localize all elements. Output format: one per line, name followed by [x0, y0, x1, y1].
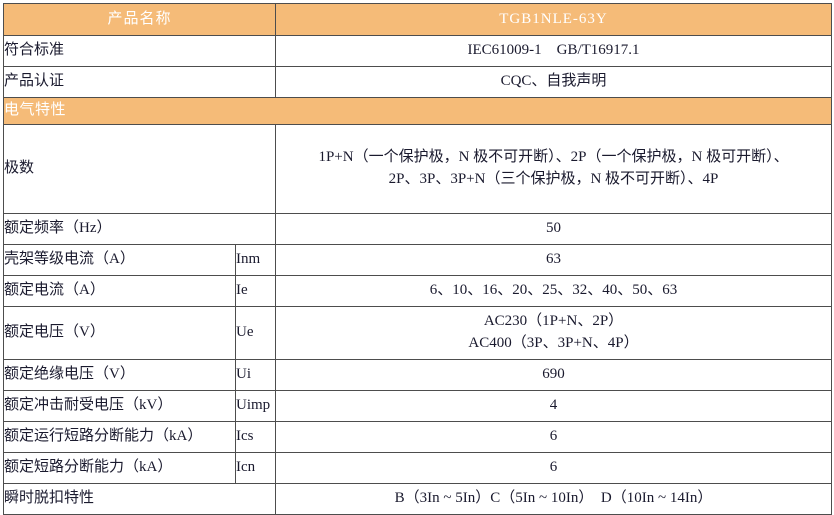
row-symbol-ui: Ui: [234, 359, 277, 391]
table-row: 额定电压（V） Ue AC230（1P+N、2P） AC400（3P、3P+N、…: [3, 306, 833, 360]
row-value-instant-trip: B（3In ~ 5In）C（5In ~ 10In） D（10In ~ 14In）: [275, 483, 833, 515]
table-row: 额定电流（A） Ie 6、10、16、20、25、32、40、50、63: [3, 275, 833, 307]
row-value-rated-voltage: AC230（1P+N、2P） AC400（3P、3P+N、4P）: [275, 306, 833, 360]
row-label-rated-voltage: 额定电压（V）: [3, 306, 236, 360]
row-symbol-ie: Ie: [234, 275, 277, 307]
row-symbol-icn: Icn: [234, 452, 277, 484]
table-row: 额定短路分断能力（kA） Icn 6: [3, 452, 833, 484]
row-label-impulse-voltage: 额定冲击耐受电压（kV）: [3, 390, 236, 422]
table-row: 额定冲击耐受电压（kV） Uimp 4: [3, 390, 833, 422]
row-label-service-breaking: 额定运行短路分断能力（kA）: [3, 421, 236, 453]
row-value-rated-current: 6、10、16、20、25、32、40、50、63: [275, 275, 833, 307]
row-label-certification: 产品认证: [2, 66, 277, 98]
section-header-electrical: 电气特性: [2, 97, 833, 125]
row-value-frequency: 50: [275, 213, 833, 245]
product-spec-table: 产品名称 TGB1NLE-63Y 符合标准 IEC61009-1 GB/T169…: [2, 3, 833, 515]
row-symbol-ics: Ics: [234, 421, 277, 453]
row-symbol-uimp: Uimp: [234, 390, 277, 422]
row-label-rated-current: 额定电流（A）: [3, 275, 236, 307]
row-value-impulse-voltage: 4: [275, 390, 833, 422]
table-row: 极数 1P+N（一个保护极，N 极不可开断）、2P（一个保护极，N 极可开断）、…: [2, 124, 833, 214]
poles-line-1: 1P+N（一个保护极，N 极不可开断）、2P（一个保护极，N 极可开断）、: [318, 149, 789, 166]
table-header-row: 产品名称 TGB1NLE-63Y: [2, 3, 833, 36]
table-row: 额定运行短路分断能力（kA） Ics 6: [3, 421, 833, 453]
row-label-standard: 符合标准: [2, 35, 277, 67]
row-label-instant-trip: 瞬时脱扣特性: [2, 483, 277, 515]
table-row: 产品认证 CQC、自我声明: [2, 66, 833, 98]
voltage-line-1: AC230（1P+N、2P）: [483, 313, 624, 330]
product-name-header: 产品名称: [2, 3, 277, 36]
row-value-ultimate-breaking: 6: [275, 452, 833, 484]
section-header-row: 电气特性: [2, 97, 833, 125]
row-label-frequency: 额定频率（Hz）: [2, 213, 277, 245]
table-row: 瞬时脱扣特性 B（3In ~ 5In）C（5In ~ 10In） D（10In …: [2, 483, 833, 515]
row-label-ultimate-breaking: 额定短路分断能力（kA）: [3, 452, 236, 484]
table-row: 符合标准 IEC61009-1 GB/T16917.1: [2, 35, 833, 67]
row-value-standard: IEC61009-1 GB/T16917.1: [275, 35, 833, 67]
table-row: 额定绝缘电压（V） Ui 690: [3, 359, 833, 391]
row-value-insulation-voltage: 690: [275, 359, 833, 391]
product-model-header: TGB1NLE-63Y: [275, 3, 833, 36]
row-label-frame-current: 壳架等级电流（A）: [3, 244, 236, 276]
row-value-certification: CQC、自我声明: [275, 66, 833, 98]
table-row: 壳架等级电流（A） Inm 63: [3, 244, 833, 276]
row-label-insulation-voltage: 额定绝缘电压（V）: [3, 359, 236, 391]
row-symbol-ue: Ue: [234, 306, 277, 360]
row-value-service-breaking: 6: [275, 421, 833, 453]
poles-line-2: 2P、3P、3P+N（三个保护极，N 极不可开断）、4P: [388, 171, 719, 187]
row-value-frame-current: 63: [275, 244, 833, 276]
row-value-poles: 1P+N（一个保护极，N 极不可开断）、2P（一个保护极，N 极可开断）、 2P…: [275, 124, 833, 214]
voltage-line-2: AC400（3P、3P+N、4P）: [468, 335, 639, 351]
row-symbol-inm: Inm: [234, 244, 277, 276]
row-label-poles: 极数: [2, 124, 277, 214]
table-row: 额定频率（Hz） 50: [2, 213, 833, 245]
